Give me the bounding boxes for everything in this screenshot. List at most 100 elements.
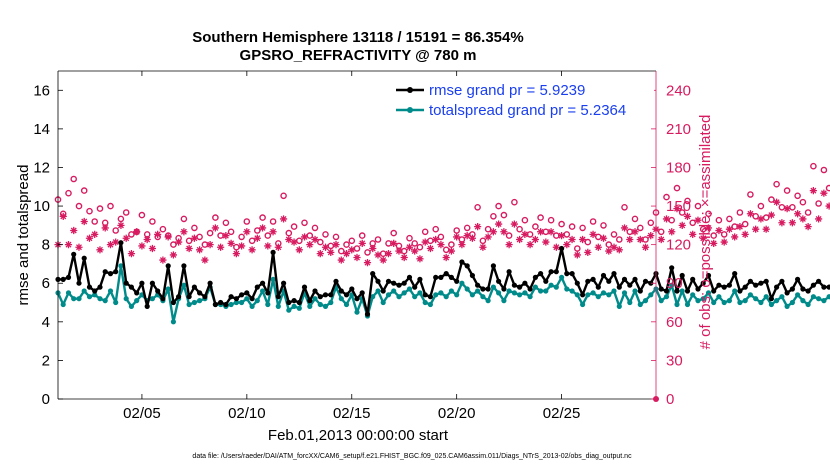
rmse-point xyxy=(160,296,166,302)
rmse-point xyxy=(223,301,229,308)
rmse-point xyxy=(758,280,764,286)
rmse-point xyxy=(606,278,612,284)
rmse-point xyxy=(149,280,155,286)
y2-tick-label: 150 xyxy=(666,198,691,215)
obs-possible-point xyxy=(726,215,733,223)
rmse-point xyxy=(674,288,680,294)
rmse-point xyxy=(532,274,539,280)
totalspread-point xyxy=(726,298,733,304)
rmse-point xyxy=(322,292,329,298)
totalspread-point xyxy=(517,292,523,298)
obs-assimilated-point xyxy=(342,250,351,258)
data-file-footnote: data file: /Users/raeder/DAI/ATM_forcXX/… xyxy=(192,453,632,460)
totalspread-point xyxy=(695,298,701,304)
obs-assimilated-point xyxy=(384,250,393,258)
obs-assimilated-point xyxy=(300,233,309,241)
obs-possible-point xyxy=(532,223,539,230)
rmse-point xyxy=(616,284,622,290)
obs-assimilated-point xyxy=(91,230,99,238)
rmse-point xyxy=(480,286,486,292)
rmse-point xyxy=(265,290,271,296)
rmse-point xyxy=(800,286,806,292)
obs-assimilated-point xyxy=(762,225,770,233)
obs-assimilated-point xyxy=(59,212,67,220)
obs-assimilated-point xyxy=(227,239,235,247)
totalspread-point xyxy=(412,294,418,300)
totalspread-point xyxy=(590,290,596,296)
obs-assimilated-point xyxy=(773,198,781,206)
rmse-point xyxy=(296,299,302,306)
obs-possible-point xyxy=(663,193,670,201)
totalspread-point xyxy=(170,319,176,325)
tick-labels: 0 2 4 6 8 10 12 14 16 0 30 60 90 120 150 180 210 240 02/05… xyxy=(33,82,691,422)
totalspread-point xyxy=(102,298,108,304)
rmse-point xyxy=(165,263,171,269)
totalspread-point xyxy=(763,294,769,300)
obs-possible-point xyxy=(694,202,702,210)
obs-assimilated-point xyxy=(500,228,508,236)
obs-assimilated-point xyxy=(615,246,623,254)
obs-assimilated-point xyxy=(143,235,151,244)
y2-tick-label: 90 xyxy=(666,275,683,292)
obs-possible-point xyxy=(741,220,749,228)
totalspread-point xyxy=(107,288,114,294)
obs-assimilated-point xyxy=(531,235,539,244)
obs-possible-point xyxy=(191,224,198,232)
rmse-point xyxy=(768,296,775,302)
rmse-point xyxy=(805,288,811,294)
obs-possible-point xyxy=(442,246,450,254)
obs-assimilated-point xyxy=(447,247,456,255)
obs-possible-point xyxy=(610,231,618,238)
obs-possible-point xyxy=(332,233,340,241)
obs-assimilated-point xyxy=(217,243,225,251)
totalspread-point xyxy=(779,294,785,300)
obs-assimilated-point xyxy=(405,243,414,251)
rmse-point xyxy=(76,280,82,286)
obs-possible-point xyxy=(311,224,319,232)
obs-assimilated-point xyxy=(211,224,219,232)
totalspread-point xyxy=(553,284,559,290)
legend: rmse grand pr = 5.9239 totalspread grand … xyxy=(392,78,654,120)
rmse-point xyxy=(464,263,470,269)
rmse-point xyxy=(726,282,733,288)
obs-possible-point xyxy=(684,197,691,205)
obs-possible-point xyxy=(112,227,119,234)
obs-assimilated-point xyxy=(752,225,760,233)
obs-assimilated-point xyxy=(70,226,78,235)
obs-possible-point xyxy=(212,214,219,221)
obs-assimilated-point xyxy=(190,234,198,242)
totalspread-point xyxy=(186,301,192,308)
rmse-point xyxy=(207,280,213,286)
obs-assimilated-point xyxy=(594,243,602,251)
obs-possible-point xyxy=(70,175,77,183)
obs-assimilated-point xyxy=(741,230,749,238)
obs-assimilated-point xyxy=(453,233,461,241)
obs-assimilated-point xyxy=(75,243,83,251)
totalspread-point xyxy=(648,292,654,298)
totalspread-point xyxy=(391,288,397,294)
totalspread-point xyxy=(506,288,512,294)
totalspread-point xyxy=(574,292,580,298)
y2-zero-marker xyxy=(653,396,659,402)
rmse-point xyxy=(343,292,350,298)
obs-assimilated-point xyxy=(710,239,718,247)
obs-assimilated-point xyxy=(458,241,466,249)
totalspread-point xyxy=(181,282,187,288)
obs-possible-point xyxy=(804,209,812,216)
y-tick-label: 16 xyxy=(33,82,50,99)
rmse-point xyxy=(333,278,339,284)
rmse-point xyxy=(721,284,727,290)
rmse-point xyxy=(86,284,93,290)
obs-assimilated-point xyxy=(196,246,204,254)
obs-assimilated-point xyxy=(206,241,214,249)
obs-possible-point xyxy=(185,237,193,245)
rmse-point xyxy=(548,269,554,275)
totalspread-point xyxy=(469,292,475,298)
totalspread-point xyxy=(71,296,77,302)
totalspread-point xyxy=(260,288,266,294)
totalspread-point xyxy=(433,292,439,298)
obs-possible-point xyxy=(149,218,156,225)
obs-possible-point xyxy=(432,225,440,233)
rmse-point xyxy=(753,282,759,288)
rmse-point xyxy=(826,284,830,290)
